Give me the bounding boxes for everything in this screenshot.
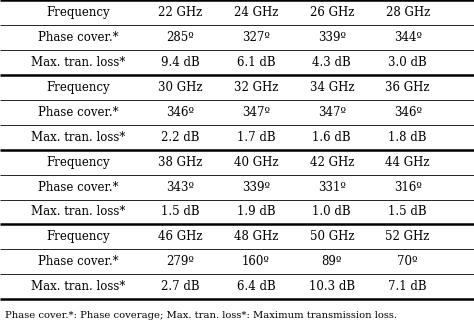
Text: Phase cover.*: Phase cover.* bbox=[38, 31, 118, 44]
Text: 1.5 dB: 1.5 dB bbox=[388, 205, 427, 218]
Text: 2.7 dB: 2.7 dB bbox=[161, 280, 200, 293]
Text: Frequency: Frequency bbox=[46, 156, 110, 169]
Text: 339º: 339º bbox=[242, 181, 270, 194]
Text: 339º: 339º bbox=[318, 31, 346, 44]
Text: Max. tran. loss*: Max. tran. loss* bbox=[31, 56, 126, 69]
Text: 89º: 89º bbox=[322, 255, 342, 268]
Text: 32 GHz: 32 GHz bbox=[234, 81, 278, 94]
Text: 1.5 dB: 1.5 dB bbox=[161, 205, 200, 218]
Text: 1.8 dB: 1.8 dB bbox=[388, 131, 427, 144]
Text: Max. tran. loss*: Max. tran. loss* bbox=[31, 280, 126, 293]
Text: Phase cover.*: Phase cover.* bbox=[38, 255, 118, 268]
Text: 285º: 285º bbox=[166, 31, 194, 44]
Text: 10.3 dB: 10.3 dB bbox=[309, 280, 355, 293]
Text: 50 GHz: 50 GHz bbox=[310, 230, 354, 244]
Text: 26 GHz: 26 GHz bbox=[310, 6, 354, 19]
Text: 347º: 347º bbox=[318, 106, 346, 119]
Text: 1.7 dB: 1.7 dB bbox=[237, 131, 275, 144]
Text: 46 GHz: 46 GHz bbox=[158, 230, 202, 244]
Text: 346º: 346º bbox=[393, 106, 422, 119]
Text: 346º: 346º bbox=[166, 106, 194, 119]
Text: 7.1 dB: 7.1 dB bbox=[388, 280, 427, 293]
Text: Frequency: Frequency bbox=[46, 6, 110, 19]
Text: 42 GHz: 42 GHz bbox=[310, 156, 354, 169]
Text: 9.4 dB: 9.4 dB bbox=[161, 56, 200, 69]
Text: 2.2 dB: 2.2 dB bbox=[161, 131, 200, 144]
Text: 4.3 dB: 4.3 dB bbox=[312, 56, 351, 69]
Text: 52 GHz: 52 GHz bbox=[385, 230, 430, 244]
Text: 30 GHz: 30 GHz bbox=[158, 81, 202, 94]
Text: Max. tran. loss*: Max. tran. loss* bbox=[31, 205, 126, 218]
Text: 343º: 343º bbox=[166, 181, 194, 194]
Text: Frequency: Frequency bbox=[46, 81, 110, 94]
Text: 1.6 dB: 1.6 dB bbox=[312, 131, 351, 144]
Text: Frequency: Frequency bbox=[46, 230, 110, 244]
Text: Phase cover.*: Phase cover.* bbox=[38, 181, 118, 194]
Text: 24 GHz: 24 GHz bbox=[234, 6, 278, 19]
Text: 347º: 347º bbox=[242, 106, 270, 119]
Text: 3.0 dB: 3.0 dB bbox=[388, 56, 427, 69]
Text: 1.9 dB: 1.9 dB bbox=[237, 205, 275, 218]
Text: 6.1 dB: 6.1 dB bbox=[237, 56, 275, 69]
Text: 316º: 316º bbox=[394, 181, 421, 194]
Text: 48 GHz: 48 GHz bbox=[234, 230, 278, 244]
Text: 327º: 327º bbox=[242, 31, 270, 44]
Text: 70º: 70º bbox=[397, 255, 418, 268]
Text: 22 GHz: 22 GHz bbox=[158, 6, 202, 19]
Text: Phase cover.*: Phase cover.* bbox=[38, 106, 118, 119]
Text: 36 GHz: 36 GHz bbox=[385, 81, 430, 94]
Text: 160º: 160º bbox=[242, 255, 270, 268]
Text: 331º: 331º bbox=[318, 181, 346, 194]
Text: 1.0 dB: 1.0 dB bbox=[312, 205, 351, 218]
Text: 6.4 dB: 6.4 dB bbox=[237, 280, 275, 293]
Text: 344º: 344º bbox=[393, 31, 422, 44]
Text: Max. tran. loss*: Max. tran. loss* bbox=[31, 131, 126, 144]
Text: 40 GHz: 40 GHz bbox=[234, 156, 278, 169]
Text: Phase cover.*: Phase coverage; Max. tran. loss*: Maximum transmission loss.: Phase cover.*: Phase coverage; Max. tran… bbox=[5, 311, 397, 320]
Text: 44 GHz: 44 GHz bbox=[385, 156, 430, 169]
Text: 279º: 279º bbox=[166, 255, 194, 268]
Text: 28 GHz: 28 GHz bbox=[385, 6, 430, 19]
Text: 38 GHz: 38 GHz bbox=[158, 156, 202, 169]
Text: 34 GHz: 34 GHz bbox=[310, 81, 354, 94]
